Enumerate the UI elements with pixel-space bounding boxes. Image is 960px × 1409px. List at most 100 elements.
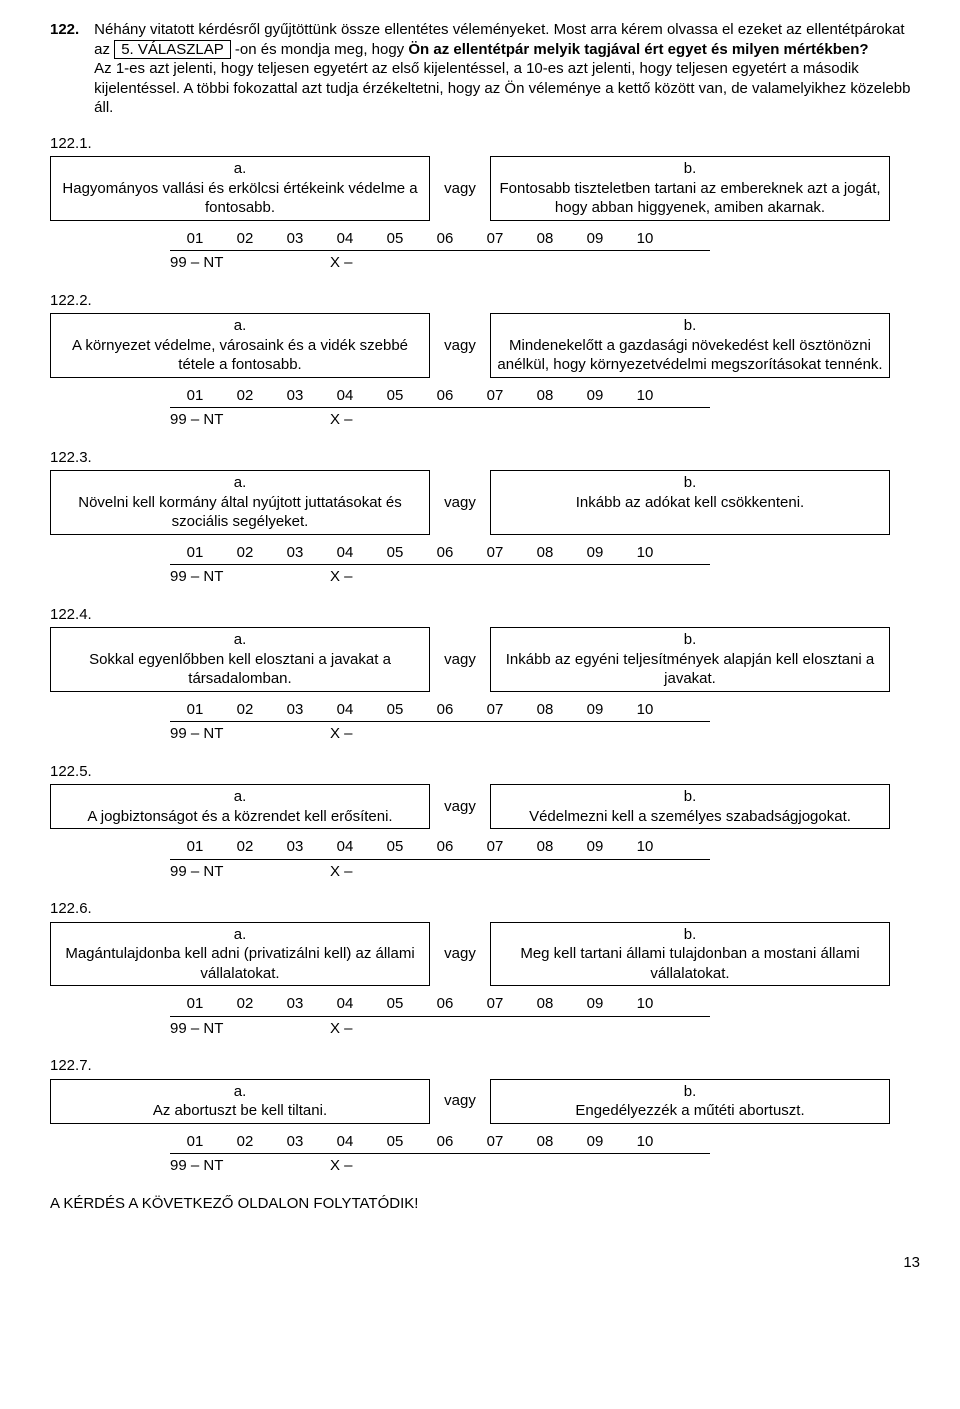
- scale-x[interactable]: X –: [330, 253, 390, 273]
- scale-val[interactable]: 08: [520, 229, 570, 249]
- scale-val[interactable]: 07: [470, 543, 520, 563]
- scale-x[interactable]: X –: [330, 1156, 390, 1176]
- scale-val[interactable]: 02: [220, 229, 270, 249]
- scale-val[interactable]: 04: [320, 386, 370, 406]
- scale-val[interactable]: 03: [270, 837, 320, 857]
- scale-val[interactable]: 09: [570, 229, 620, 249]
- scale-val[interactable]: 01: [170, 386, 220, 406]
- scale-val[interactable]: 09: [570, 543, 620, 563]
- scale-val[interactable]: 03: [270, 994, 320, 1014]
- scale-val[interactable]: 05: [370, 386, 420, 406]
- scale-val[interactable]: 02: [220, 543, 270, 563]
- scale-extras: 99 – NT X –: [50, 724, 920, 744]
- scale-val[interactable]: 10: [620, 994, 670, 1014]
- scale-val[interactable]: 02: [220, 837, 270, 857]
- sub-number: 122.7.: [50, 1056, 920, 1076]
- scale-val[interactable]: 04: [320, 837, 370, 857]
- scale-val[interactable]: 07: [470, 1132, 520, 1152]
- scale-val[interactable]: 08: [520, 1132, 570, 1152]
- scale-val[interactable]: 09: [570, 994, 620, 1014]
- scale-val[interactable]: 09: [570, 837, 620, 857]
- option-b-label: b.: [497, 473, 883, 493]
- option-a-label: a.: [57, 787, 423, 807]
- scale-val[interactable]: 09: [570, 1132, 620, 1152]
- scale-val[interactable]: 06: [420, 700, 470, 720]
- scale-val[interactable]: 03: [270, 386, 320, 406]
- scale-val[interactable]: 10: [620, 386, 670, 406]
- scale-val[interactable]: 04: [320, 700, 370, 720]
- scale-val[interactable]: 10: [620, 543, 670, 563]
- scale-val[interactable]: 01: [170, 229, 220, 249]
- or-label: vagy: [430, 1079, 490, 1124]
- statement-pair: a. Magántulajdonba kell adni (privatizál…: [50, 922, 920, 987]
- scale-val[interactable]: 02: [220, 700, 270, 720]
- scale-val[interactable]: 07: [470, 229, 520, 249]
- scale-val[interactable]: 06: [420, 386, 470, 406]
- option-b-box: b. Fontosabb tiszteletben tartani az emb…: [490, 156, 890, 221]
- scale-val[interactable]: 04: [320, 229, 370, 249]
- scale-val[interactable]: 08: [520, 700, 570, 720]
- option-b-text: Inkább az adókat kell csökkenteni.: [497, 493, 883, 513]
- scale-nt[interactable]: 99 – NT: [170, 253, 330, 273]
- scale-val[interactable]: 07: [470, 994, 520, 1014]
- scale-x[interactable]: X –: [330, 410, 390, 430]
- scale-x[interactable]: X –: [330, 567, 390, 587]
- scale-val[interactable]: 05: [370, 700, 420, 720]
- scale-nt[interactable]: 99 – NT: [170, 1156, 330, 1176]
- scale-val[interactable]: 02: [220, 994, 270, 1014]
- scale-nt[interactable]: 99 – NT: [170, 724, 330, 744]
- option-a-text: Magántulajdonba kell adni (privatizálni …: [57, 944, 423, 983]
- scale-divider: [170, 721, 710, 722]
- scale-val[interactable]: 04: [320, 994, 370, 1014]
- scale-val[interactable]: 01: [170, 837, 220, 857]
- scale-val[interactable]: 01: [170, 994, 220, 1014]
- scale-val[interactable]: 04: [320, 1132, 370, 1152]
- scale-x[interactable]: X –: [330, 862, 390, 882]
- scale-val[interactable]: 10: [620, 700, 670, 720]
- scale-nt[interactable]: 99 – NT: [170, 410, 330, 430]
- scale-val[interactable]: 06: [420, 837, 470, 857]
- scale-val[interactable]: 08: [520, 837, 570, 857]
- scale-val[interactable]: 05: [370, 1132, 420, 1152]
- scale-val[interactable]: 10: [620, 1132, 670, 1152]
- scale-val[interactable]: 07: [470, 700, 520, 720]
- scale-x[interactable]: X –: [330, 724, 390, 744]
- scale-val[interactable]: 06: [420, 994, 470, 1014]
- scale-val[interactable]: 05: [370, 229, 420, 249]
- scale-val[interactable]: 10: [620, 229, 670, 249]
- scale-val[interactable]: 03: [270, 700, 320, 720]
- sub-question-6: 122.6. a. Magántulajdonba kell adni (pri…: [50, 899, 920, 1038]
- scale-val[interactable]: 03: [270, 1132, 320, 1152]
- intro-line1c: Ön az ellentétpár melyik tagjával ért eg…: [408, 41, 868, 58]
- option-a-box: a. Hagyományos vallási és erkölcsi érték…: [50, 156, 430, 221]
- scale-val[interactable]: 07: [470, 837, 520, 857]
- option-b-label: b.: [497, 1082, 883, 1102]
- scale-nt[interactable]: 99 – NT: [170, 567, 330, 587]
- scale-nt[interactable]: 99 – NT: [170, 862, 330, 882]
- scale-val[interactable]: 09: [570, 700, 620, 720]
- option-b-box: b. Inkább az adókat kell csökkenteni.: [490, 470, 890, 535]
- scale-val[interactable]: 10: [620, 837, 670, 857]
- scale-val[interactable]: 09: [570, 386, 620, 406]
- scale-val[interactable]: 03: [270, 229, 320, 249]
- scale-extras: 99 – NT X –: [50, 862, 920, 882]
- scale-val[interactable]: 01: [170, 1132, 220, 1152]
- scale-val[interactable]: 06: [420, 1132, 470, 1152]
- scale-val[interactable]: 08: [520, 386, 570, 406]
- scale-val[interactable]: 02: [220, 1132, 270, 1152]
- scale-val[interactable]: 05: [370, 543, 420, 563]
- scale-val[interactable]: 01: [170, 700, 220, 720]
- scale-val[interactable]: 06: [420, 543, 470, 563]
- scale-val[interactable]: 04: [320, 543, 370, 563]
- scale-x[interactable]: X –: [330, 1019, 390, 1039]
- scale-val[interactable]: 03: [270, 543, 320, 563]
- scale-nt[interactable]: 99 – NT: [170, 1019, 330, 1039]
- scale-val[interactable]: 05: [370, 994, 420, 1014]
- scale-val[interactable]: 07: [470, 386, 520, 406]
- scale-val[interactable]: 06: [420, 229, 470, 249]
- scale-val[interactable]: 02: [220, 386, 270, 406]
- scale-val[interactable]: 05: [370, 837, 420, 857]
- scale-val[interactable]: 01: [170, 543, 220, 563]
- scale-val[interactable]: 08: [520, 994, 570, 1014]
- scale-val[interactable]: 08: [520, 543, 570, 563]
